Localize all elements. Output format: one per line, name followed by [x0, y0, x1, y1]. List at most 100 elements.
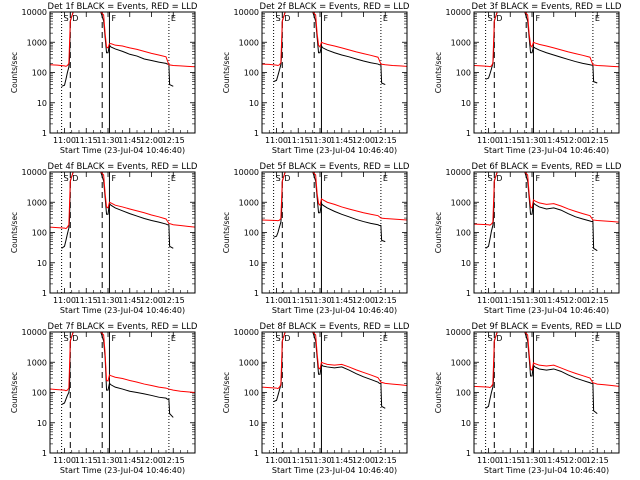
x-tick-label: 11:45	[542, 456, 565, 465]
y-axis-label: Counts/sec	[434, 212, 443, 253]
x-tick-label: 11:00	[477, 456, 500, 465]
y-tick-label: 100	[32, 389, 47, 398]
event-marker-label: D	[496, 174, 502, 183]
x-axis-label: Start Time (23-Jul-04 10:46:40)	[60, 306, 185, 315]
x-tick-label: 12:00	[564, 136, 587, 145]
x-tick-label: 11:45	[118, 296, 141, 305]
x-tick-label: 12:00	[352, 136, 375, 145]
x-tick-label: 11:00	[53, 456, 76, 465]
x-tick-label: 11:30	[96, 456, 119, 465]
event-marker-label: F	[535, 334, 540, 343]
detector-panel-3: Det 3f BLACK = Events, RED = LLD 1 10 100 10…	[434, 2, 622, 155]
y-tick-label: 10	[37, 419, 47, 428]
event-marker-label: S	[276, 334, 281, 343]
x-tick-label: 11:00	[265, 296, 288, 305]
x-tick-label: 11:15	[287, 296, 310, 305]
x-tick-label: 11:15	[287, 136, 310, 145]
series-lld-line	[262, 12, 407, 67]
x-tick-label: 11:45	[542, 136, 565, 145]
x-tick-label: 11:15	[499, 136, 522, 145]
plot-frame	[473, 11, 620, 134]
detector-panel-1: Det 1f BLACK = Events, RED = LLD 1 10 100 10…	[10, 2, 198, 155]
event-marker-label: D	[72, 174, 78, 183]
series-lld-line	[474, 172, 619, 226]
event-marker-label: S	[64, 174, 69, 183]
y-tick-label: 1000	[239, 198, 259, 207]
x-axis-label: Start Time (23-Jul-04 10:46:40)	[484, 146, 609, 155]
x-tick-label: 12:00	[140, 296, 163, 305]
x-tick-label: 11:45	[118, 456, 141, 465]
x-tick-label: 12:15	[374, 456, 397, 465]
event-marker-label: S	[488, 174, 493, 183]
panel-title: Det 6f BLACK = Events, RED = LLD	[472, 162, 622, 172]
event-marker-label: D	[72, 334, 78, 343]
x-tick-label: 11:45	[330, 136, 353, 145]
y-tick-label: 10000	[22, 328, 47, 337]
series-events-line	[61, 332, 174, 418]
y-tick-label: 10	[461, 259, 471, 268]
event-marker-label: E	[595, 174, 600, 183]
y-tick-label: 1000	[27, 38, 47, 47]
event-marker-label: F	[535, 174, 540, 183]
series-lld-line	[474, 12, 619, 68]
detector-panel-7: Det 7f BLACK = Events, RED = LLD 1 10 100 10…	[10, 322, 198, 475]
x-axis-label: Start Time (23-Jul-04 10:46:40)	[484, 306, 609, 315]
plot-frame	[261, 171, 408, 294]
x-axis-label: Start Time (23-Jul-04 10:46:40)	[484, 466, 609, 475]
event-marker-label: F	[111, 174, 116, 183]
y-tick-label: 100	[244, 389, 259, 398]
y-axis-label: Counts/sec	[10, 212, 19, 253]
y-tick-label: 1	[42, 129, 47, 138]
y-tick-label: 100	[32, 229, 47, 238]
x-tick-label: 11:45	[330, 456, 353, 465]
x-tick-label: 11:15	[75, 136, 98, 145]
y-tick-label: 1	[254, 129, 259, 138]
event-marker-label: D	[72, 14, 78, 23]
x-tick-label: 11:15	[499, 296, 522, 305]
x-tick-label: 11:00	[53, 296, 76, 305]
event-marker-label: D	[284, 174, 290, 183]
event-marker-label: S	[488, 14, 493, 23]
x-tick-label: 12:00	[564, 296, 587, 305]
x-tick-label: 12:15	[162, 136, 185, 145]
x-axis-label: Start Time (23-Jul-04 10:46:40)	[60, 466, 185, 475]
y-tick-label: 10	[249, 419, 259, 428]
event-marker-label: E	[383, 14, 388, 23]
x-tick-label: 11:30	[520, 296, 543, 305]
event-marker-label: S	[276, 174, 281, 183]
y-tick-label: 1	[42, 449, 47, 458]
series-lld-line	[474, 332, 619, 389]
event-marker-label: F	[111, 334, 116, 343]
x-tick-label: 12:15	[162, 296, 185, 305]
y-tick-label: 1	[254, 449, 259, 458]
y-tick-label: 1000	[27, 358, 47, 367]
detector-panel-9: Det 9f BLACK = Events, RED = LLD 1 10 100 10…	[434, 322, 622, 475]
x-tick-label: 12:15	[586, 296, 609, 305]
x-axis-label: Start Time (23-Jul-04 10:46:40)	[60, 146, 185, 155]
y-tick-label: 10000	[234, 328, 259, 337]
y-tick-label: 10000	[446, 328, 471, 337]
x-tick-label: 11:15	[75, 456, 98, 465]
event-marker-label: S	[64, 14, 69, 23]
event-marker-label: S	[488, 334, 493, 343]
y-tick-label: 10000	[234, 168, 259, 177]
series-lld-line	[50, 172, 195, 230]
plot-frame	[49, 171, 196, 294]
x-tick-label: 11:15	[287, 456, 310, 465]
detector-panel-4: Det 4f BLACK = Events, RED = LLD 1 10 100 10…	[10, 162, 198, 315]
y-axis-label: Counts/sec	[434, 52, 443, 93]
x-tick-label: 12:00	[564, 456, 587, 465]
event-marker-label: D	[496, 334, 502, 343]
event-marker-label: E	[171, 174, 176, 183]
event-marker-label: D	[284, 334, 290, 343]
y-tick-label: 100	[244, 229, 259, 238]
y-tick-label: 1000	[451, 358, 471, 367]
event-marker-label: E	[595, 334, 600, 343]
y-tick-label: 10000	[446, 168, 471, 177]
panel-title: Det 2f BLACK = Events, RED = LLD	[260, 2, 410, 12]
plot-frame	[473, 171, 620, 294]
plot-frame	[261, 11, 408, 134]
y-tick-label: 100	[456, 229, 471, 238]
event-marker-label: D	[284, 14, 290, 23]
